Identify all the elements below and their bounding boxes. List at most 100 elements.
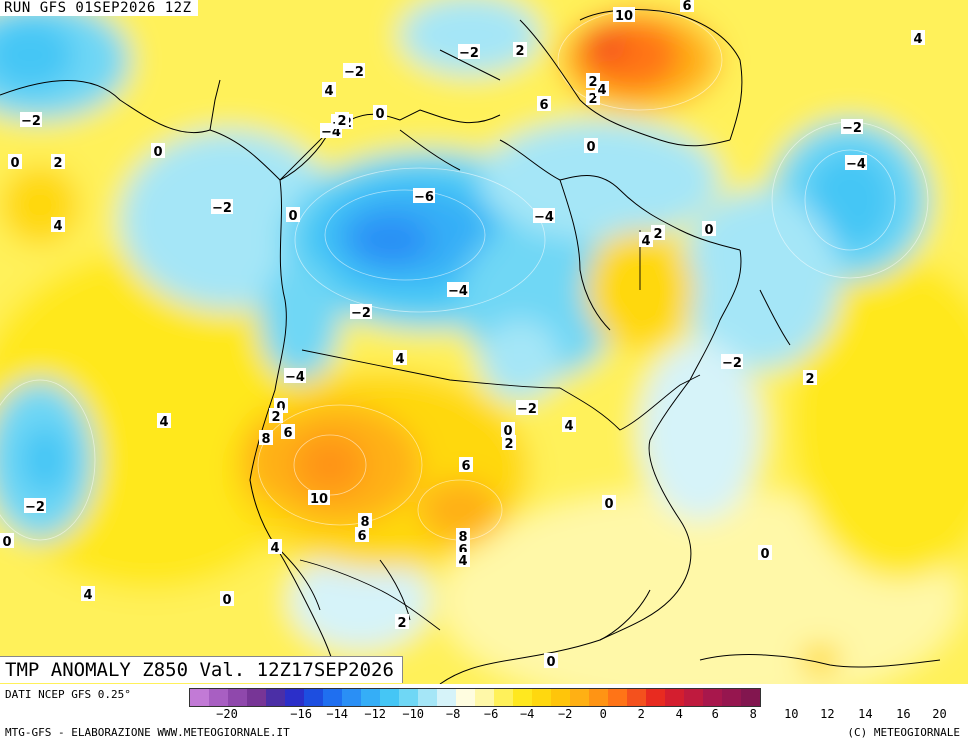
- contour-label-bg: [584, 138, 598, 153]
- contour-label: 4: [913, 32, 922, 47]
- color-scale-tick: 14: [858, 707, 873, 721]
- color-scale-tick: 20: [932, 707, 947, 721]
- contour-label-bg: [268, 539, 282, 554]
- contour-label-bg: [343, 63, 365, 78]
- contour-label-bg: [651, 225, 665, 240]
- contour-label-bg: [680, 0, 694, 12]
- contour-label: 2: [515, 44, 524, 59]
- contour-label: 4: [83, 588, 92, 603]
- contour-label: −2: [842, 121, 862, 136]
- contour-label-bg: [513, 42, 527, 57]
- contour-label-bg: [322, 82, 336, 97]
- contour-label: 2: [653, 227, 662, 242]
- contour-label-bg: [413, 188, 435, 203]
- contour-label-bg: [220, 591, 234, 606]
- contour-label: −4: [285, 370, 305, 385]
- contour-label-bg: [284, 368, 306, 383]
- contour-label: 4: [458, 554, 467, 569]
- contour-label: 0: [2, 535, 11, 550]
- contour-label-bg: [459, 457, 473, 472]
- contour-label: −2: [351, 306, 371, 321]
- contour-label: 8: [360, 515, 369, 530]
- contour-label-bg: [81, 586, 95, 601]
- color-scale-swatch: [513, 689, 532, 706]
- contour-label-bg: [395, 614, 409, 629]
- color-scale-swatch: [399, 689, 418, 706]
- contour-label-bg: [259, 430, 273, 445]
- contour-label: 0: [760, 547, 769, 562]
- color-scale-swatch: [684, 689, 703, 706]
- contour-label: 6: [357, 529, 366, 544]
- color-scale-swatch: [646, 689, 665, 706]
- copyright-label: (C) METEOGIORNALE: [847, 726, 960, 739]
- contour-label: 6: [682, 0, 691, 14]
- contour-label: 10: [615, 9, 633, 24]
- contour-label: 0: [586, 140, 595, 155]
- contour-label-bg: [537, 96, 551, 111]
- contour-label: −2: [212, 201, 232, 216]
- contour-label-bg: [721, 354, 743, 369]
- contour-label: 8: [261, 432, 270, 447]
- contour-label-bg: [456, 552, 470, 567]
- color-scale-swatch: [323, 689, 342, 706]
- contour-label-bg: [355, 527, 369, 542]
- contour-label: 10: [310, 492, 328, 507]
- contour-label: −2: [517, 402, 537, 417]
- color-scale-swatch: [361, 689, 380, 706]
- color-scale-tick: −4: [519, 707, 535, 721]
- contour-label-bg: [8, 154, 22, 169]
- contour-label: −2: [722, 356, 742, 371]
- contour-label: −4: [534, 210, 554, 225]
- contour-label-bg: [51, 154, 65, 169]
- contour-label-bg: [281, 424, 295, 439]
- contour-label-bg: [358, 513, 372, 528]
- contour-label-bg: [24, 498, 46, 513]
- contour-label-bg: [20, 112, 42, 127]
- color-scale-swatch: [722, 689, 741, 706]
- contour-label-bg: [456, 528, 470, 543]
- contour-label-bg: [544, 653, 558, 668]
- color-scale-tick: −10: [402, 707, 425, 721]
- color-scale-tick: −8: [445, 707, 461, 721]
- contour-labels: 1064−22−262420−4−20−2200−2−44−20−6−4420−…: [2, 0, 923, 670]
- contour-label-bg: [639, 232, 653, 247]
- contour-label-bg: [211, 199, 233, 214]
- contour-label: 2: [504, 437, 513, 452]
- contour-label: 0: [503, 424, 512, 439]
- color-scale-tick: 16: [896, 707, 911, 721]
- contour-label-bg: [458, 44, 480, 59]
- contour-label-bg: [845, 155, 867, 170]
- contour-label: −2: [25, 500, 45, 515]
- contour-label: 2: [588, 92, 597, 107]
- contour-label-bg: [533, 208, 555, 223]
- contour-label: −2: [459, 46, 479, 61]
- contour-label: 4: [324, 84, 333, 99]
- contour-label-bg: [562, 417, 576, 432]
- contour-label: 2: [588, 75, 597, 90]
- contour-label: −4: [846, 157, 866, 172]
- color-scale-swatch: [589, 689, 608, 706]
- contour-lines: [0, 9, 929, 541]
- borders: [279, 129, 701, 631]
- contour-label: 4: [53, 219, 62, 234]
- color-scale-swatch: [228, 689, 247, 706]
- contour-label-bg: [373, 105, 387, 120]
- run-title: RUN GFS 01SEP2026 12Z: [0, 0, 198, 16]
- contour-label-bg: [586, 73, 600, 88]
- color-scale-tick: −2: [557, 707, 573, 721]
- field-title: TMP ANOMALY Z850 Val. 12Z17SEP2026: [0, 656, 403, 683]
- color-scale-swatch: [532, 689, 551, 706]
- contour-label: 4: [159, 415, 168, 430]
- contour-label: 0: [10, 156, 19, 171]
- color-scale-swatch: [608, 689, 627, 706]
- color-scale-tick: 0: [599, 707, 607, 721]
- contour-label: 4: [564, 419, 573, 434]
- contour-label-bg: [269, 408, 283, 423]
- contour-label: 6: [461, 459, 470, 474]
- contour-label: 2: [53, 156, 62, 171]
- color-scale-swatch: [304, 689, 323, 706]
- color-scale-tick: 8: [749, 707, 757, 721]
- color-scale-swatch: [380, 689, 399, 706]
- contour-label-bg: [613, 7, 635, 22]
- color-scale-swatch: [741, 689, 760, 706]
